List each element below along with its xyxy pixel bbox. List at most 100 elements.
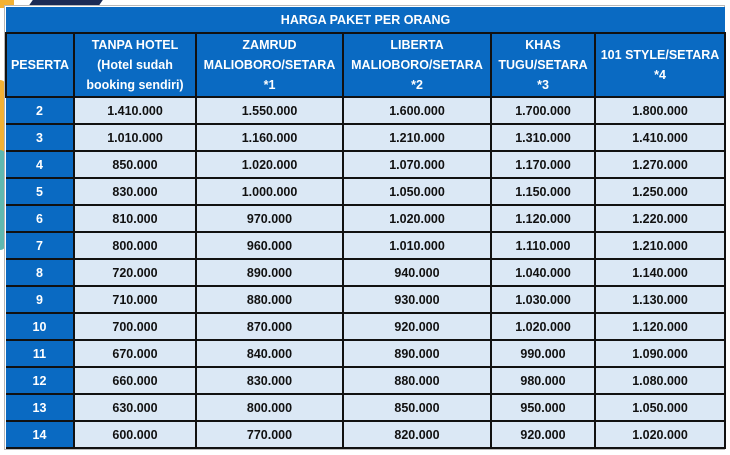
cell-liberta: 1.600.000 (342, 96, 492, 125)
cell-khas: 950.000 (490, 393, 596, 422)
table-row: 12 660.000 830.000 880.000 980.000 1.080.000 (6, 366, 727, 395)
cell-tanpa-hotel: 800.000 (73, 231, 197, 260)
table-row: 9 710.000 880.000 930.000 1.030.000 1.130.000 (6, 285, 727, 314)
cell-101-style: 1.270.000 (593, 150, 727, 179)
cell-101-style: 1.020.000 (593, 420, 727, 449)
table-title: HARGA PAKET PER ORANG (6, 7, 726, 34)
header-line: PESERTA (10, 58, 70, 72)
cell-peserta: 8 (6, 258, 75, 287)
cell-khas: 1.110.000 (490, 231, 596, 260)
table-row: 11 670.000 840.000 890.000 990.000 1.090.000 (6, 339, 727, 368)
cell-peserta: 4 (6, 150, 75, 179)
cell-liberta: 880.000 (342, 366, 492, 395)
cell-khas: 1.120.000 (490, 204, 596, 233)
title-row: HARGA PAKET PER ORANG (6, 7, 726, 34)
col-header-khas: KHAS TUGU/SETARA *3 (490, 32, 596, 98)
cell-tanpa-hotel: 1.010.000 (73, 123, 197, 152)
header-line: *1 (263, 78, 276, 92)
cell-tanpa-hotel: 830.000 (73, 177, 197, 206)
cell-khas: 1.150.000 (490, 177, 596, 206)
cell-zamrud: 800.000 (195, 393, 344, 422)
cell-liberta: 940.000 (342, 258, 492, 287)
table-row: 6 810.000 970.000 1.020.000 1.120.000 1.220.0… (6, 204, 727, 233)
table-row: 5 830.000 1.000.000 1.050.000 1.150.000 1.250… (6, 177, 727, 206)
table-body: 2 1.410.000 1.550.000 1.600.000 1.700.000 1.8… (6, 96, 727, 449)
cell-khas: 920.000 (490, 420, 596, 449)
cell-liberta: 1.050.000 (342, 177, 492, 206)
cell-101-style: 1.220.000 (593, 204, 727, 233)
cell-101-style: 1.080.000 (593, 366, 727, 395)
cell-peserta: 2 (6, 96, 75, 125)
cell-khas: 1.040.000 (490, 258, 596, 287)
cell-khas: 1.170.000 (490, 150, 596, 179)
cell-tanpa-hotel: 700.000 (73, 312, 197, 341)
col-header-zamrud: ZAMRUD MALIOBORO/SETARA *1 (195, 32, 344, 98)
header-line: MALIOBORO/SETARA (203, 58, 336, 72)
cell-101-style: 1.250.000 (593, 177, 727, 206)
cell-101-style: 1.410.000 (593, 123, 727, 152)
cell-101-style: 1.130.000 (593, 285, 727, 314)
cell-zamrud: 970.000 (195, 204, 344, 233)
table-row: 3 1.010.000 1.160.000 1.210.000 1.310.000 1.4… (6, 123, 727, 152)
decorative-shape-orange (0, 0, 14, 8)
cell-101-style: 1.800.000 (593, 96, 727, 125)
cell-101-style: 1.120.000 (593, 312, 727, 341)
header-line: TANPA HOTEL (91, 38, 179, 52)
cell-tanpa-hotel: 1.410.000 (73, 96, 197, 125)
cell-zamrud: 1.160.000 (195, 123, 344, 152)
decorative-shape-orange-side (0, 80, 6, 170)
header-line: ZAMRUD (242, 38, 297, 52)
col-header-liberta: LIBERTA MALIOBORO/SETARA *2 (342, 32, 492, 98)
table-row: 10 700.000 870.000 920.000 1.020.000 1.120.00… (6, 312, 727, 341)
table-row: 13 630.000 800.000 850.000 950.000 1.050.000 (6, 393, 727, 422)
cell-tanpa-hotel: 670.000 (73, 339, 197, 368)
cell-liberta: 850.000 (342, 393, 492, 422)
cell-khas: 1.310.000 (490, 123, 596, 152)
table-row: 2 1.410.000 1.550.000 1.600.000 1.700.000 1.8… (6, 96, 727, 125)
header-line: TUGU/SETARA (498, 58, 588, 72)
cell-khas: 1.030.000 (490, 285, 596, 314)
cell-tanpa-hotel: 710.000 (73, 285, 197, 314)
cell-zamrud: 880.000 (195, 285, 344, 314)
decorative-shape-teal-side (0, 150, 6, 250)
cell-liberta: 1.210.000 (342, 123, 492, 152)
cell-liberta: 890.000 (342, 339, 492, 368)
cell-liberta: 920.000 (342, 312, 492, 341)
cell-101-style: 1.090.000 (593, 339, 727, 368)
cell-peserta: 6 (6, 204, 75, 233)
cell-peserta: 10 (6, 312, 75, 341)
header-line: *3 (537, 78, 549, 92)
col-header-peserta: PESERTA (5, 32, 75, 98)
header-line: MALIOBORO/SETARA (351, 58, 483, 72)
header-line: KHAS (525, 38, 561, 52)
cell-liberta: 930.000 (342, 285, 492, 314)
header-line: *2 (411, 78, 423, 92)
cell-liberta: 1.020.000 (342, 204, 492, 233)
cell-peserta: 13 (6, 393, 75, 422)
cell-khas: 1.700.000 (490, 96, 596, 125)
cell-zamrud: 1.000.000 (195, 177, 344, 206)
cell-liberta: 1.070.000 (342, 150, 492, 179)
header-row: PESERTA TANPA HOTEL (Hotel sudah booking… (5, 32, 727, 98)
cell-tanpa-hotel: 600.000 (73, 420, 197, 449)
cell-tanpa-hotel: 630.000 (73, 393, 197, 422)
cell-peserta: 3 (6, 123, 75, 152)
cell-101-style: 1.140.000 (593, 258, 727, 287)
cell-tanpa-hotel: 660.000 (73, 366, 197, 395)
cell-101-style: 1.050.000 (593, 393, 727, 422)
cell-tanpa-hotel: 720.000 (73, 258, 197, 287)
table-row: 14 600.000 770.000 820.000 920.000 1.020.000 (6, 420, 727, 449)
cell-zamrud: 960.000 (195, 231, 344, 260)
header-line: 101 STYLE/SETARA (600, 48, 720, 62)
table-row: 4 850.000 1.020.000 1.070.000 1.170.000 1.270… (6, 150, 727, 179)
cell-khas: 980.000 (490, 366, 596, 395)
cell-zamrud: 840.000 (195, 339, 344, 368)
table-row: 8 720.000 890.000 940.000 1.040.000 1.140.000 (6, 258, 727, 287)
cell-zamrud: 830.000 (195, 366, 344, 395)
header-line: LIBERTA (390, 38, 444, 52)
cell-peserta: 5 (6, 177, 75, 206)
table-row: 7 800.000 960.000 1.010.000 1.110.000 1.210.0… (6, 231, 727, 260)
col-header-101-style: 101 STYLE/SETARA *4 (593, 32, 727, 98)
cell-liberta: 820.000 (342, 420, 492, 449)
cell-peserta: 14 (6, 420, 75, 449)
